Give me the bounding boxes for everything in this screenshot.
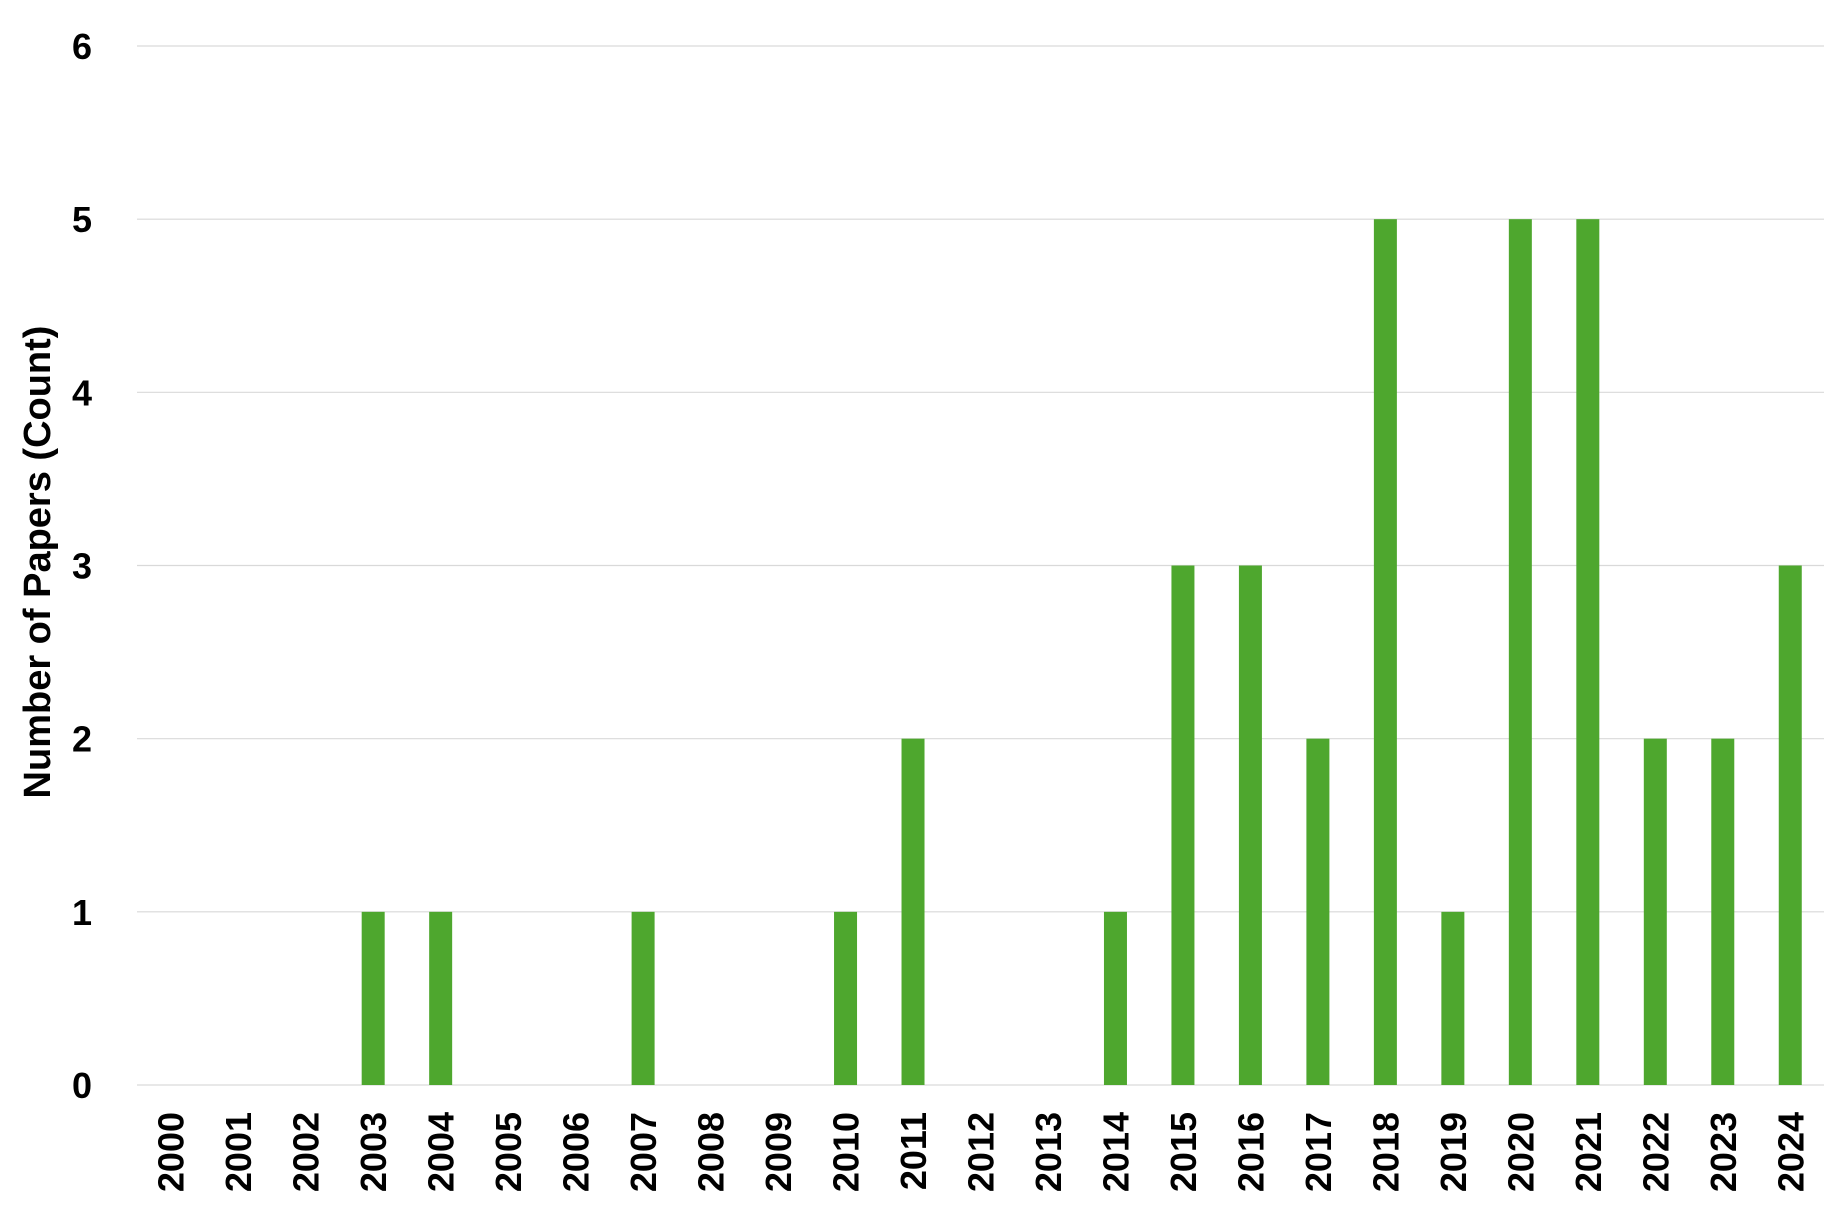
x-tick-label: 2022 [1635, 1112, 1676, 1192]
bar-2016 [1238, 565, 1262, 1085]
y-tick-label: 0 [72, 1065, 92, 1106]
bar-2018 [1373, 219, 1397, 1085]
y-tick-label: 4 [72, 372, 92, 413]
bar-2024 [1778, 565, 1802, 1085]
x-tick-label: 2021 [1568, 1112, 1609, 1192]
x-tick-label: 2012 [961, 1112, 1002, 1192]
x-tick-label: 2019 [1433, 1112, 1474, 1192]
bar-2014 [1103, 911, 1127, 1085]
gridlines [137, 45, 1824, 1086]
bar-2019 [1441, 911, 1465, 1085]
x-tick-label: 2002 [286, 1112, 327, 1192]
y-axis-title: Number of Papers (Count) [17, 326, 59, 799]
x-tick-label: 2007 [623, 1112, 664, 1192]
x-tick-label: 2003 [353, 1112, 394, 1192]
y-tick-label: 6 [72, 26, 92, 67]
bar-2004 [429, 911, 453, 1085]
x-tick-label: 2014 [1095, 1112, 1136, 1192]
x-tick-label: 2024 [1770, 1112, 1811, 1192]
bar-2021 [1576, 219, 1600, 1085]
y-tick-label: 3 [72, 546, 92, 587]
bar-2011 [901, 738, 925, 1085]
x-tick-label: 2000 [151, 1112, 192, 1192]
bar-2023 [1711, 738, 1735, 1085]
x-tick-label: 2010 [826, 1112, 867, 1192]
y-tick-label: 2 [72, 719, 92, 760]
y-tick-label: 5 [72, 199, 92, 240]
bar-2020 [1508, 219, 1532, 1085]
x-tick-label: 2004 [421, 1112, 462, 1192]
y-tick-label: 1 [72, 892, 92, 933]
x-tick-label: 2001 [218, 1112, 259, 1192]
bar-2010 [834, 911, 858, 1085]
x-tick-label: 2013 [1028, 1112, 1069, 1192]
x-tick-label: 2017 [1298, 1112, 1339, 1192]
x-tick-label: 2008 [691, 1112, 732, 1192]
x-tick-label: 2005 [488, 1112, 529, 1192]
x-axis-ticks: 2000 2001 2002 2003 2004 2005 2006 2007 2008 2009… [151, 1112, 1812, 1192]
bar-2003 [361, 911, 385, 1085]
bar-2022 [1643, 738, 1667, 1085]
x-tick-label: 2023 [1703, 1112, 1744, 1192]
x-tick-label: 2016 [1230, 1112, 1271, 1192]
x-tick-label: 2006 [556, 1112, 597, 1192]
x-tick-label: 2011 [893, 1112, 934, 1190]
x-tick-label: 2020 [1500, 1112, 1541, 1192]
x-tick-label: 2018 [1365, 1112, 1406, 1192]
x-tick-label: 2009 [758, 1112, 799, 1192]
x-tick-label: 2015 [1163, 1112, 1204, 1192]
bar-2007 [631, 911, 655, 1085]
bar-2017 [1306, 738, 1330, 1085]
bar-2015 [1171, 565, 1195, 1085]
y-axis-ticks: 0 1 2 3 4 5 6 [72, 26, 92, 1106]
bars [361, 219, 1802, 1085]
